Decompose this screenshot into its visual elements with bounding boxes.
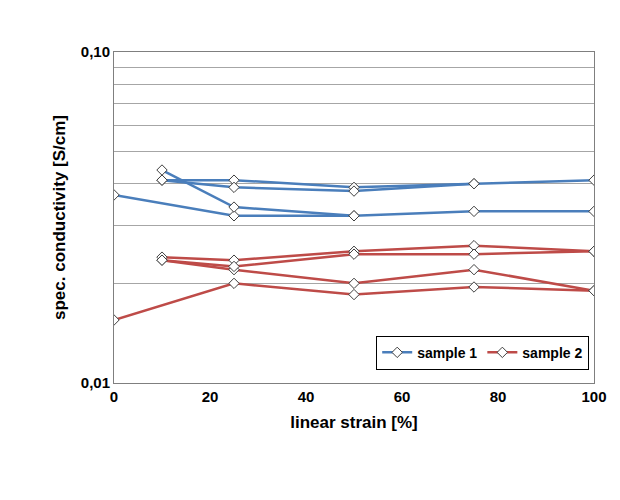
svg-text:20: 20: [202, 388, 219, 405]
svg-text:linear strain [%]: linear strain [%]: [290, 413, 418, 432]
svg-text:0,10: 0,10: [81, 43, 110, 60]
svg-text:80: 80: [490, 388, 507, 405]
svg-text:0: 0: [110, 388, 118, 405]
svg-text:sample 2: sample 2: [522, 345, 582, 361]
svg-text:sample 1: sample 1: [417, 345, 477, 361]
svg-text:100: 100: [581, 388, 606, 405]
svg-text:0,01: 0,01: [81, 374, 110, 391]
svg-text:60: 60: [394, 388, 411, 405]
svg-text:40: 40: [298, 388, 315, 405]
svg-text:spec. conductivity [S/cm]: spec. conductivity [S/cm]: [50, 115, 69, 320]
